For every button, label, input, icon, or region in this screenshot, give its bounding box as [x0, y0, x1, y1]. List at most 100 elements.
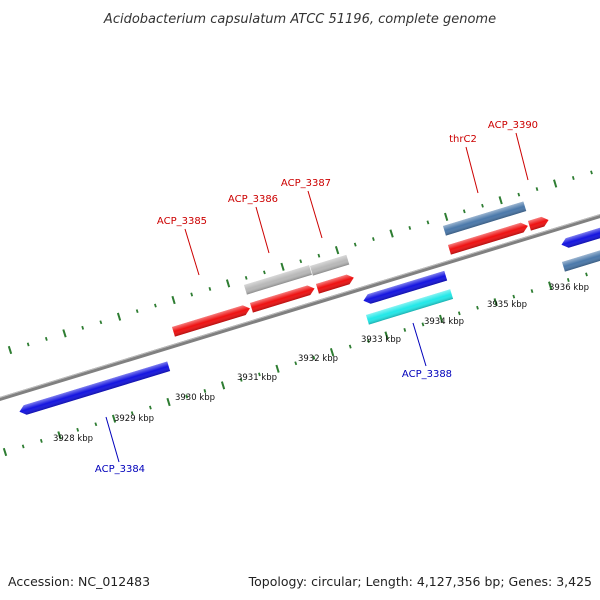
scale-tick [225, 279, 231, 288]
scale-tick [329, 348, 335, 357]
scale-tick [493, 298, 498, 307]
feature-cyan-feature-3388[interactable] [366, 289, 454, 325]
features-layer [18, 201, 600, 416]
feature-acp_3390[interactable] [528, 215, 550, 231]
scale-tick [566, 278, 570, 282]
scale-tick [203, 389, 207, 393]
feature-acp_3385[interactable] [172, 304, 251, 337]
gene-label-acp_3390[interactable]: ACP_3390 [488, 120, 538, 131]
scale-tick [353, 242, 357, 247]
gene-label-acp_3385[interactable]: ACP_3385 [157, 216, 207, 227]
scale-tick [275, 364, 280, 373]
tick-label-3931: 3931 kbp [237, 373, 277, 383]
tick-label-3929: 3929 kbp [114, 414, 154, 424]
scale-tick [512, 294, 516, 299]
feature-grey-feature-3387[interactable] [310, 254, 350, 276]
scale-tick [590, 170, 593, 175]
scale-tick [220, 381, 226, 390]
scale-tick [317, 253, 321, 258]
scale-tick [372, 237, 375, 241]
scale-tick [62, 329, 67, 338]
gene-label-acp_3384[interactable]: ACP_3384 [95, 464, 145, 475]
scale-tick [426, 220, 430, 225]
label-leader-acp_3386 [255, 206, 270, 254]
scale-tick [334, 246, 340, 255]
scale-tick [26, 342, 30, 347]
scale-tick [421, 322, 425, 327]
feature-thrc2[interactable] [448, 221, 529, 255]
inner-tick-track [2, 272, 588, 457]
feature-acp_3391[interactable] [560, 225, 600, 249]
scale-tick [39, 438, 43, 443]
tick-labels: 3928 kbp 3929 kbp 3930 kbp 3931 kbp 3932 kbp… [53, 283, 589, 444]
scale-tick [299, 259, 303, 264]
tick-label-3936: 3936 kbp [549, 283, 589, 293]
gene-label-thrc2[interactable]: thrC2 [449, 134, 477, 145]
scale-tick [171, 295, 176, 305]
scale-tick [7, 345, 13, 355]
label-leader-thrc2 [465, 146, 479, 194]
label-leader-acp_3384 [105, 416, 120, 463]
scale-tick [116, 312, 122, 321]
gene-label-acp_3386[interactable]: ACP_3386 [228, 194, 278, 205]
scale-tick [457, 311, 461, 316]
scale-tick [476, 305, 479, 310]
tick-label-3928: 3928 kbp [53, 434, 93, 444]
scale-tick [2, 447, 8, 457]
scale-tick [444, 212, 449, 221]
scale-tick [462, 209, 466, 214]
scale-tick [571, 176, 575, 180]
scale-tick [384, 331, 389, 340]
scale-tick [517, 192, 521, 197]
feature-steel-feature-3391[interactable] [562, 247, 600, 272]
tick-label-3934: 3934 kbp [424, 317, 464, 327]
tick-label-3930: 3930 kbp [175, 393, 215, 403]
scale-tick [149, 405, 152, 410]
scale-tick [280, 262, 285, 271]
genome-summary-text: Topology: circular; Length: 4,127,356 bp… [248, 574, 592, 589]
scale-tick [94, 422, 98, 427]
scale-tick [44, 336, 48, 341]
scale-tick [81, 325, 85, 330]
scale-tick [389, 229, 394, 238]
map-title: Acidobacterium capsulatum ATCC 51196, co… [103, 12, 496, 27]
scale-tick [367, 339, 370, 343]
feature-acp_3388[interactable] [362, 270, 448, 306]
scale-tick [263, 270, 266, 275]
tick-label-3932: 3932 kbp [298, 354, 338, 364]
scale-tick [481, 203, 484, 208]
scale-tick [530, 289, 534, 294]
feature-acp_3386[interactable] [250, 284, 316, 313]
label-leader-acp_3388 [412, 322, 427, 367]
feature-acp_3384[interactable] [18, 361, 171, 416]
feature-acp_3387[interactable] [316, 273, 355, 294]
scale-tick [154, 303, 157, 308]
scale-tick [439, 314, 444, 323]
gene-label-acp_3387[interactable]: ACP_3387 [281, 178, 331, 189]
scale-tick [185, 394, 189, 399]
tick-label-3933: 3933 kbp [361, 335, 401, 345]
feature-grey-feature-3386[interactable] [244, 265, 312, 295]
scale-tick [498, 196, 503, 205]
scale-tick [21, 444, 25, 449]
scale-tick [135, 309, 139, 314]
scale-tick [408, 226, 412, 230]
scale-tick [244, 275, 248, 280]
scale-tick [258, 372, 261, 377]
scale-tick [294, 361, 298, 366]
scale-tick [239, 377, 243, 382]
label-leader-acp_3387 [307, 190, 323, 239]
scale-tick [57, 431, 62, 440]
scale-tick [190, 292, 194, 297]
scale-tick [76, 427, 80, 432]
feature-steel-feature-thrc2[interactable] [443, 201, 527, 236]
scale-tick [585, 272, 588, 277]
label-leader-acp_3385 [184, 228, 200, 276]
genome-backbone [0, 213, 600, 402]
scale-tick [111, 414, 117, 423]
scale-tick [99, 320, 103, 325]
scale-tick [208, 287, 212, 291]
gene-label-acp_3388[interactable]: ACP_3388 [402, 369, 452, 380]
tick-label-3935: 3935 kbp [487, 300, 527, 310]
